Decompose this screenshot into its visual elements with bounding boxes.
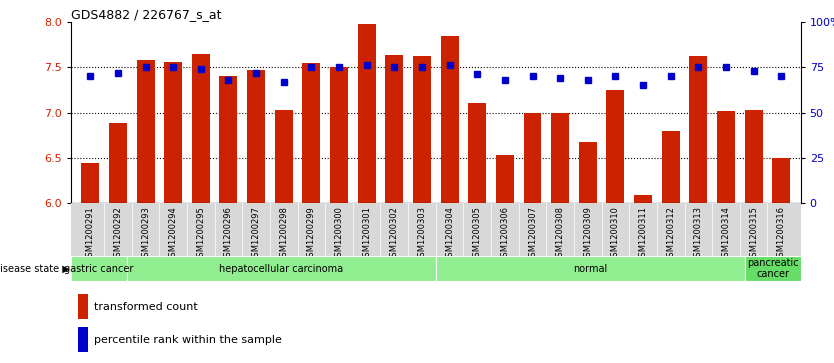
Text: disease state ▶: disease state ▶ — [0, 264, 69, 274]
Text: GSM1200315: GSM1200315 — [749, 206, 758, 262]
Text: GSM1200295: GSM1200295 — [196, 206, 205, 262]
Bar — [78, 327, 88, 352]
Text: GSM1200303: GSM1200303 — [418, 206, 426, 262]
Bar — [247, 70, 265, 203]
Text: GSM1200312: GSM1200312 — [666, 206, 676, 262]
Bar — [78, 294, 88, 319]
Text: GSM1200310: GSM1200310 — [611, 206, 620, 262]
Bar — [440, 36, 459, 203]
Bar — [661, 131, 680, 203]
Bar — [303, 62, 320, 203]
Bar — [127, 256, 435, 281]
Text: GSM1200300: GSM1200300 — [334, 206, 344, 262]
Text: GSM1200296: GSM1200296 — [224, 206, 233, 262]
Bar — [81, 163, 99, 203]
Bar — [717, 111, 735, 203]
Bar — [496, 155, 514, 203]
Bar — [745, 256, 801, 281]
Text: GSM1200305: GSM1200305 — [473, 206, 482, 262]
Bar — [109, 123, 127, 203]
Bar — [413, 56, 431, 203]
Bar — [606, 90, 625, 203]
Text: GSM1200297: GSM1200297 — [252, 206, 260, 262]
Bar — [772, 158, 791, 203]
Text: GSM1200292: GSM1200292 — [113, 206, 123, 262]
Bar — [634, 195, 652, 203]
Bar — [330, 67, 348, 203]
Bar — [71, 203, 801, 256]
Text: GSM1200291: GSM1200291 — [86, 206, 95, 262]
Bar — [137, 60, 154, 203]
Bar — [435, 256, 745, 281]
Bar — [468, 103, 486, 203]
Bar — [579, 142, 597, 203]
Text: GDS4882 / 226767_s_at: GDS4882 / 226767_s_at — [71, 8, 221, 21]
Text: hepatocellular carcinoma: hepatocellular carcinoma — [219, 264, 344, 274]
Text: GSM1200304: GSM1200304 — [445, 206, 454, 262]
Bar — [358, 24, 375, 203]
Text: GSM1200294: GSM1200294 — [168, 206, 178, 262]
Bar — [192, 54, 210, 203]
Text: GSM1200298: GSM1200298 — [279, 206, 289, 262]
Text: GSM1200316: GSM1200316 — [776, 206, 786, 262]
Bar — [745, 110, 762, 203]
Text: GSM1200313: GSM1200313 — [694, 206, 703, 262]
Text: gastric cancer: gastric cancer — [64, 264, 133, 274]
Text: GSM1200308: GSM1200308 — [555, 206, 565, 262]
Text: GSM1200309: GSM1200309 — [583, 206, 592, 262]
Text: transformed count: transformed count — [93, 302, 198, 312]
Text: GSM1200306: GSM1200306 — [500, 206, 510, 262]
Text: GSM1200301: GSM1200301 — [362, 206, 371, 262]
Bar — [551, 113, 569, 203]
Bar — [71, 256, 127, 281]
Text: pancreatic
cancer: pancreatic cancer — [746, 258, 798, 280]
Bar — [164, 62, 182, 203]
Text: GSM1200299: GSM1200299 — [307, 206, 316, 262]
Bar — [219, 76, 238, 203]
Text: percentile rank within the sample: percentile rank within the sample — [93, 335, 281, 345]
Text: GSM1200302: GSM1200302 — [389, 206, 399, 262]
Text: GSM1200314: GSM1200314 — [721, 206, 731, 262]
Bar — [524, 113, 541, 203]
Bar — [690, 56, 707, 203]
Text: normal: normal — [573, 264, 607, 274]
Text: GSM1200307: GSM1200307 — [528, 206, 537, 262]
Bar — [385, 55, 404, 203]
Text: GSM1200293: GSM1200293 — [141, 206, 150, 262]
Text: GSM1200311: GSM1200311 — [639, 206, 647, 262]
Bar — [274, 110, 293, 203]
